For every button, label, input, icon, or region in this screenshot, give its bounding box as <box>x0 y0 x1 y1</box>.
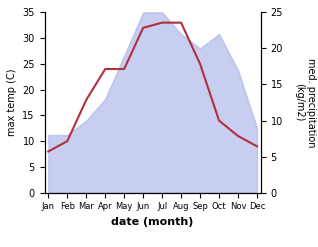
Y-axis label: med. precipitation
(kg/m2): med. precipitation (kg/m2) <box>294 58 316 147</box>
Y-axis label: max temp (C): max temp (C) <box>7 69 17 136</box>
X-axis label: date (month): date (month) <box>111 217 194 227</box>
